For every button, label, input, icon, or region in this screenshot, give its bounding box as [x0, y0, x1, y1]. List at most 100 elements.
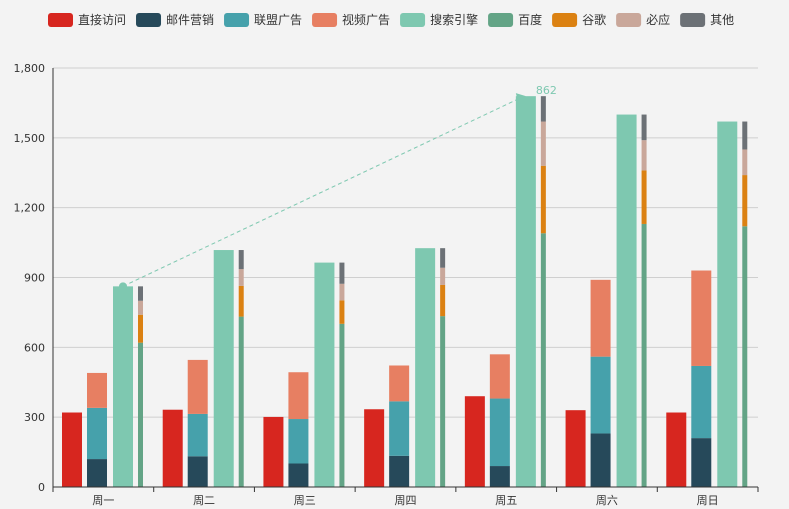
bar-engine[interactable]: [339, 323, 345, 487]
bar-ad[interactable]: [389, 455, 410, 487]
bar-engine[interactable]: [641, 114, 647, 141]
markline-start-symbol: [119, 282, 127, 291]
bar-ad[interactable]: [87, 459, 107, 487]
legend-item[interactable]: 视频广告: [312, 12, 390, 27]
bar-ad[interactable]: [288, 372, 309, 420]
legend-item[interactable]: 联盟广告: [224, 13, 302, 27]
bar-ad[interactable]: [590, 433, 611, 487]
bar-engine[interactable]: [742, 226, 748, 488]
bar-ad[interactable]: [590, 356, 611, 434]
bar-engine[interactable]: [742, 121, 748, 150]
bar-ad[interactable]: [691, 270, 712, 366]
bar-search[interactable]: [616, 114, 637, 488]
bar-ad[interactable]: [87, 372, 107, 408]
bar-ad[interactable]: [691, 365, 712, 439]
bar-engine[interactable]: [540, 121, 546, 166]
bar-search[interactable]: [415, 248, 436, 487]
legend-item[interactable]: 直接访问: [48, 12, 126, 27]
x-tick-label: 周六: [596, 494, 618, 507]
bar-search[interactable]: [213, 250, 234, 487]
y-axis: 0 300 600 900 1,200 1,500 1,800: [14, 62, 54, 494]
bar-engine[interactable]: [440, 284, 446, 317]
bar-ad[interactable]: [187, 456, 208, 487]
bar-ad[interactable]: [187, 359, 208, 414]
bar-direct[interactable]: [565, 410, 586, 487]
bar-engine[interactable]: [339, 262, 345, 284]
legend-item[interactable]: 谷歌: [552, 12, 606, 27]
legend-label: 直接访问: [78, 12, 126, 27]
x-tick-label: 周三: [294, 494, 316, 507]
bar-search[interactable]: [717, 121, 738, 488]
x-axis: 周一 周二 周三 周四 周五 周六 周日: [52, 486, 759, 507]
bar-engine[interactable]: [440, 248, 446, 268]
bar-direct[interactable]: [666, 412, 687, 487]
legend-label: 视频广告: [342, 12, 390, 27]
search-engine-markline: 862: [119, 84, 557, 291]
bar-engine[interactable]: [238, 316, 244, 487]
bar-engine[interactable]: [540, 96, 546, 122]
bar-ad[interactable]: [489, 466, 510, 487]
legend-swatch: [48, 13, 73, 27]
bar-ad[interactable]: [489, 354, 510, 399]
bar-direct[interactable]: [162, 409, 183, 487]
bar-engine[interactable]: [742, 149, 748, 176]
legend-item[interactable]: 百度: [488, 12, 542, 27]
bar-engine[interactable]: [238, 285, 244, 317]
legend-item[interactable]: 搜索引擎: [400, 12, 478, 27]
bar-ad[interactable]: [389, 365, 410, 402]
legend-label: 邮件营销: [166, 13, 214, 27]
bar-ad[interactable]: [288, 463, 309, 487]
legend-label: 百度: [518, 12, 542, 27]
bar-direct[interactable]: [464, 396, 485, 487]
bar-engine[interactable]: [238, 250, 244, 270]
legend-item[interactable]: 其他: [680, 13, 734, 27]
bar-engine[interactable]: [138, 342, 143, 487]
bar-ad[interactable]: [590, 279, 611, 357]
y-tick-label: 900: [24, 272, 45, 285]
bar-engine[interactable]: [641, 140, 647, 171]
grid-lines: [53, 67, 758, 418]
bar-ad[interactable]: [187, 413, 208, 457]
legend-swatch: [488, 13, 514, 27]
bar-engine[interactable]: [339, 283, 345, 301]
bar-engine[interactable]: [238, 269, 244, 286]
bar-ad[interactable]: [489, 398, 510, 467]
bar-engine[interactable]: [742, 175, 748, 227]
bar-direct[interactable]: [62, 412, 82, 487]
bar-search[interactable]: [515, 96, 536, 488]
bar-engine[interactable]: [138, 286, 143, 301]
bar-engine[interactable]: [641, 223, 647, 487]
bar-engine[interactable]: [540, 165, 546, 234]
bar-ad[interactable]: [87, 407, 107, 460]
bar-direct[interactable]: [364, 409, 385, 487]
legend-swatch: [224, 13, 250, 27]
bar-engine[interactable]: [641, 170, 647, 224]
bar-ad[interactable]: [691, 438, 712, 487]
bar-search[interactable]: [113, 286, 133, 487]
bar-ad[interactable]: [389, 401, 410, 456]
y-tick-label: 300: [24, 411, 45, 424]
bar-engine[interactable]: [138, 314, 143, 343]
bar-engine[interactable]: [138, 300, 143, 315]
legend[interactable]: 直接访问 邮件营销 联盟广告 视频广告 搜索引擎 百度 谷歌 必应 其他: [48, 12, 734, 27]
bar-engine[interactable]: [540, 233, 546, 487]
x-tick-label: 周四: [395, 494, 417, 507]
bar-ad[interactable]: [288, 419, 309, 464]
bar-engine[interactable]: [440, 267, 446, 285]
legend-swatch: [552, 13, 578, 27]
x-tick-label: 周日: [697, 494, 719, 507]
y-tick-label: 1,800: [14, 62, 46, 75]
y-tick-label: 600: [24, 341, 45, 354]
bar-direct[interactable]: [263, 416, 284, 487]
bar-engine[interactable]: [440, 316, 446, 487]
legend-item[interactable]: 邮件营销: [136, 13, 214, 27]
markline-label: 862: [536, 84, 557, 97]
bar-engine[interactable]: [339, 300, 345, 324]
y-tick-label: 1,500: [14, 132, 46, 145]
legend-item[interactable]: 必应: [616, 12, 670, 27]
x-tick-label: 周五: [495, 494, 517, 507]
x-tick-label: 周二: [193, 494, 215, 507]
bar-search[interactable]: [314, 262, 335, 487]
y-tick-label: 1,200: [14, 202, 46, 215]
